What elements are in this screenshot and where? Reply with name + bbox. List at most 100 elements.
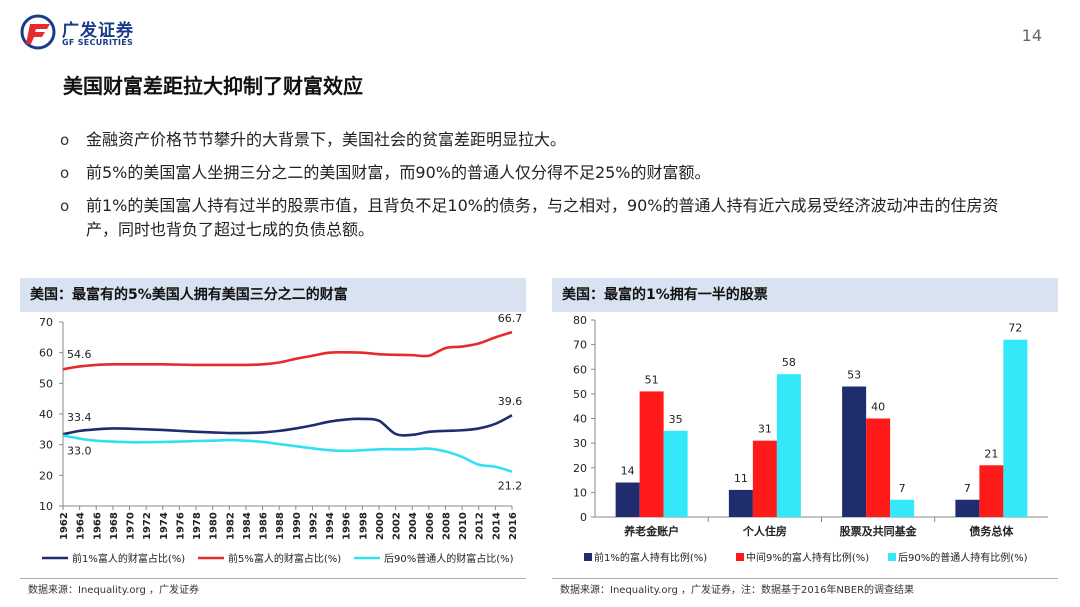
legend-swatch bbox=[888, 553, 896, 561]
logo-text-en: GF SECURITIES bbox=[62, 38, 134, 47]
x-tick-label: 2016 bbox=[508, 512, 519, 540]
bar-value-label: 7 bbox=[899, 482, 906, 495]
x-tick-label: 1998 bbox=[358, 512, 369, 540]
y-tick-label: 60 bbox=[39, 347, 53, 360]
bar-value-label: 58 bbox=[782, 356, 796, 369]
bar bbox=[890, 499, 915, 517]
legend-label: 前1%的富人持有比例(%) bbox=[594, 551, 707, 564]
bullet-marker: o bbox=[60, 164, 70, 182]
data-label: 21.2 bbox=[498, 480, 523, 493]
bar bbox=[728, 489, 753, 517]
y-tick-label: 0 bbox=[580, 511, 587, 524]
bar-value-label: 51 bbox=[645, 373, 659, 386]
bullet-text: 前5%的美国富人坐拥三分之二的美国财富，而90%的普通人仅分得不足25%的财富额… bbox=[86, 163, 711, 182]
category-label: 个人住房 bbox=[742, 524, 787, 538]
right-source-divider bbox=[552, 578, 1058, 579]
x-tick-label: 2002 bbox=[392, 512, 403, 540]
legend-label: 后90%的普通人持有比例(%) bbox=[898, 551, 1028, 564]
page-title: 美国财富差距拉大抑制了财富效应 bbox=[63, 74, 363, 98]
x-tick-label: 2008 bbox=[441, 512, 452, 540]
bar bbox=[979, 465, 1004, 517]
right-chart-header: 美国：最富的1%拥有一半的股票 bbox=[552, 278, 1058, 312]
left-source-divider bbox=[20, 578, 526, 579]
bullet-marker: o bbox=[60, 197, 70, 215]
logo-text-cn: 广发证券 bbox=[62, 21, 134, 41]
bar bbox=[639, 391, 664, 517]
y-tick-label: 30 bbox=[39, 439, 53, 452]
bar-value-label: 31 bbox=[758, 423, 772, 436]
bar bbox=[1003, 339, 1028, 517]
legend-label: 中间9%的富人持有比例(%) bbox=[746, 551, 869, 564]
company-logo: 广发证券 GF SECURITIES bbox=[20, 14, 180, 54]
y-tick-label: 30 bbox=[573, 437, 587, 450]
bar-value-label: 21 bbox=[984, 447, 998, 460]
wealth-share-line-chart: 10 20 30 40 50 60 70 1962 1964 1966 1968 1970 1972 19… bbox=[39, 312, 523, 565]
y-tick-label: 50 bbox=[39, 377, 53, 390]
series-line-2 bbox=[62, 434, 513, 473]
asset-holding-bar-chart: 0 10 20 30 40 50 60 70 80 14 51 35 养老金账户 11 31 58 个人住房 53… bbox=[573, 314, 1048, 564]
data-label: 33.0 bbox=[67, 444, 92, 457]
x-tick-label: 1988 bbox=[275, 512, 286, 540]
series-line-1 bbox=[62, 330, 513, 371]
x-tick-label: 1994 bbox=[325, 512, 336, 540]
bar-value-label: 40 bbox=[871, 401, 885, 414]
y-tick-label: 60 bbox=[573, 363, 587, 376]
x-tick-label: 1970 bbox=[126, 512, 137, 540]
bullet-text: 金融资产价格节节攀升的大背景下，美国社会的贫富差距明显拉大。 bbox=[86, 130, 567, 149]
x-tick-label: 1964 bbox=[76, 512, 87, 540]
x-tick-label: 1992 bbox=[308, 512, 319, 540]
data-label: 66.7 bbox=[498, 312, 523, 325]
y-tick-label: 10 bbox=[39, 500, 53, 513]
bullet-list: o 金融资产价格节节攀升的大背景下，美国社会的贫富差距明显拉大。 o 前5%的美… bbox=[60, 128, 1040, 251]
x-tick-label: 1962 bbox=[59, 512, 70, 540]
y-tick-label: 10 bbox=[573, 486, 587, 499]
bar-value-label: 7 bbox=[964, 482, 971, 495]
right-source: 数据来源：Inequality.org ，广发证券，注：数据基于2016年NBE… bbox=[560, 585, 915, 596]
bar-value-label: 53 bbox=[847, 368, 861, 381]
x-tick-label: 1974 bbox=[159, 512, 170, 540]
x-tick-label: 2004 bbox=[408, 512, 419, 540]
left-source: 数据来源：Inequality.org ，广发证券 bbox=[28, 585, 199, 596]
x-tick-label: 2010 bbox=[458, 512, 469, 540]
x-tick-label: 1996 bbox=[342, 512, 353, 540]
x-tick-label: 1968 bbox=[109, 512, 120, 540]
data-label: 39.6 bbox=[498, 395, 523, 408]
bullet-text: 前1%的美国富人持有过半的股票市值，且背负不足10%的债务，与之相对，90%的普… bbox=[86, 196, 999, 239]
category-label: 债务总体 bbox=[969, 524, 1014, 538]
bar-value-label: 72 bbox=[1008, 322, 1022, 335]
bar bbox=[615, 482, 640, 517]
category-label: 养老金账户 bbox=[623, 524, 679, 538]
bar bbox=[663, 430, 688, 517]
y-tick-label: 70 bbox=[573, 339, 587, 352]
bar-value-label: 11 bbox=[734, 472, 748, 485]
bar-value-label: 35 bbox=[669, 413, 683, 426]
x-tick-label: 2014 bbox=[491, 512, 502, 540]
bullet-item: o 金融资产价格节节攀升的大背景下，美国社会的贫富差距明显拉大。 bbox=[60, 128, 1040, 152]
y-tick-label: 40 bbox=[573, 413, 587, 426]
y-tick-label: 40 bbox=[39, 408, 53, 421]
bullet-marker: o bbox=[60, 131, 70, 149]
data-label: 54.6 bbox=[67, 348, 92, 361]
x-tick-label: 1980 bbox=[209, 512, 220, 540]
bar bbox=[776, 374, 801, 517]
legend-label: 后90%普通人的财富占比(%) bbox=[384, 552, 514, 565]
category-label: 股票及共同基金 bbox=[840, 524, 918, 538]
y-tick-label: 50 bbox=[573, 388, 587, 401]
bar bbox=[866, 418, 891, 517]
x-tick-label: 2006 bbox=[425, 512, 436, 540]
bar-value-label: 14 bbox=[621, 465, 635, 478]
x-tick-label: 2000 bbox=[375, 512, 386, 540]
legend-swatch bbox=[736, 553, 744, 561]
x-tick-label: 1984 bbox=[242, 512, 253, 540]
y-tick-label: 20 bbox=[573, 462, 587, 475]
gf-logo-icon bbox=[20, 14, 56, 50]
page-number: 14 bbox=[1021, 26, 1042, 45]
legend-label: 前5%富人的财富占比(%) bbox=[228, 552, 341, 565]
x-tick-label: 1986 bbox=[259, 512, 270, 540]
x-tick-label: 1966 bbox=[92, 512, 103, 540]
series-line-0 bbox=[62, 414, 513, 437]
left-chart-header: 美国：最富有的5%美国人拥有美国三分之二的财富 bbox=[20, 278, 526, 312]
y-tick-label: 20 bbox=[39, 469, 53, 482]
x-tick-label: 1972 bbox=[142, 512, 153, 540]
y-tick-label: 80 bbox=[573, 314, 587, 327]
